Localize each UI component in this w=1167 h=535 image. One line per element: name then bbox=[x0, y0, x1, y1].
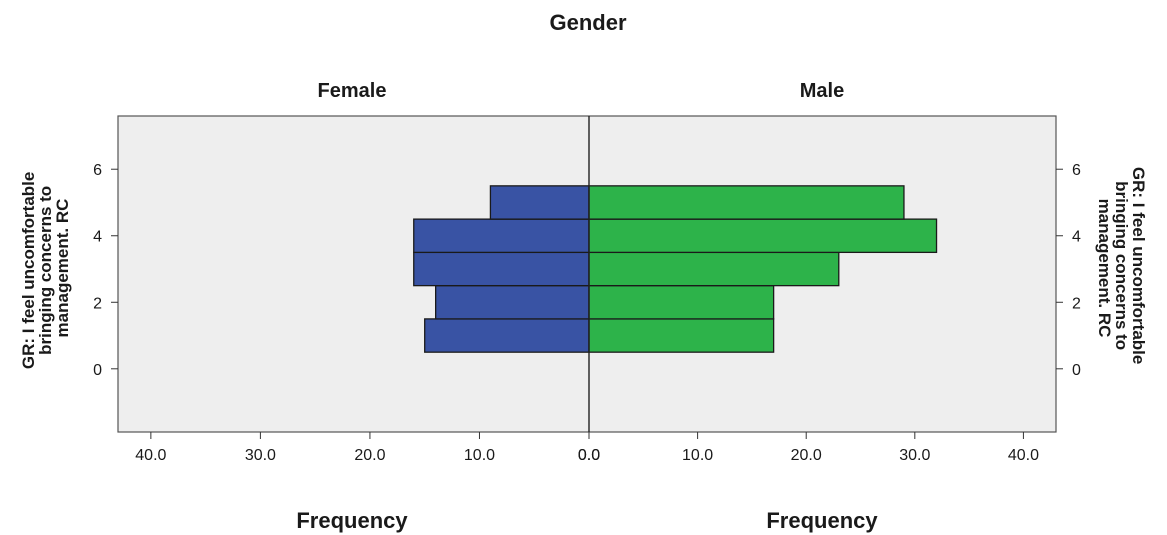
x-tick-label-male-20: 20.0 bbox=[791, 447, 822, 464]
x-tick-label-female-10: 10.0 bbox=[464, 447, 495, 464]
y-tick-label-left-0: 0 bbox=[93, 362, 102, 379]
y-tick-label-right-4: 4 bbox=[1072, 229, 1081, 246]
bar-female-4 bbox=[413, 218, 590, 254]
x-tick-label-female-30: 30.0 bbox=[245, 447, 276, 464]
y-axis-title-right-line-3: management. RC bbox=[1095, 199, 1114, 338]
y-tick-label-right-0: 0 bbox=[1072, 362, 1081, 379]
x-tick-label-male-10: 10.0 bbox=[682, 447, 713, 464]
panel-title-female: Female bbox=[318, 80, 387, 102]
x-tick-label-male-30: 30.0 bbox=[899, 447, 930, 464]
chart-title: Gender bbox=[549, 10, 626, 35]
bar-male-2 bbox=[588, 284, 775, 320]
x-tick-label-female-0: 0.0 bbox=[578, 447, 600, 464]
bar-male-3 bbox=[588, 251, 840, 287]
y-tick-label-left-4: 4 bbox=[93, 229, 102, 246]
y-axis-title-right-line-2: bringing concerns to bbox=[1112, 181, 1131, 350]
y-tick-label-right-2: 2 bbox=[1072, 295, 1081, 312]
y-tick-label-right-6: 6 bbox=[1072, 162, 1081, 179]
bar-male-4 bbox=[588, 218, 938, 254]
x-tick-label-female-20: 20.0 bbox=[354, 447, 385, 464]
panel-title-male: Male bbox=[800, 80, 844, 102]
bars-layer bbox=[413, 185, 938, 353]
y-axis-title-left-line-2: bringing concerns to bbox=[36, 186, 55, 355]
y-tick-label-left-2: 2 bbox=[93, 295, 102, 312]
y-axis-title-left-line-3: management. RC bbox=[53, 199, 72, 338]
bar-female-5 bbox=[489, 185, 590, 220]
y-axis-title-left-line-1: GR: I feel uncomfortable bbox=[19, 172, 38, 369]
y-tick-label-left-6: 6 bbox=[93, 162, 102, 179]
bar-male-1 bbox=[588, 318, 775, 353]
x-tick-label-female-40: 40.0 bbox=[135, 447, 166, 464]
bar-female-1 bbox=[424, 318, 590, 353]
y-axis-title-right: GR: I feel uncomfortable bringing concer… bbox=[1095, 167, 1148, 369]
ticks-layer: 0 0 2 2 4 4 6 6 40.0 40.0 30.0 30.0 20.0 20.0 10.0 10.0… bbox=[93, 162, 1081, 464]
x-tick-label-male-0: 0.0 bbox=[578, 447, 600, 464]
bar-female-3 bbox=[413, 251, 590, 287]
x-axis-title-female: Frequency bbox=[296, 508, 408, 533]
x-axis-title-male: Frequency bbox=[766, 508, 878, 533]
bar-female-2 bbox=[435, 284, 590, 320]
x-tick-label-male-40: 40.0 bbox=[1008, 447, 1039, 464]
y-axis-title-left: GR: I feel uncomfortable bringing concer… bbox=[19, 167, 72, 369]
y-axis-title-right-line-1: GR: I feel uncomfortable bbox=[1129, 167, 1148, 364]
bar-male-5 bbox=[588, 185, 905, 220]
